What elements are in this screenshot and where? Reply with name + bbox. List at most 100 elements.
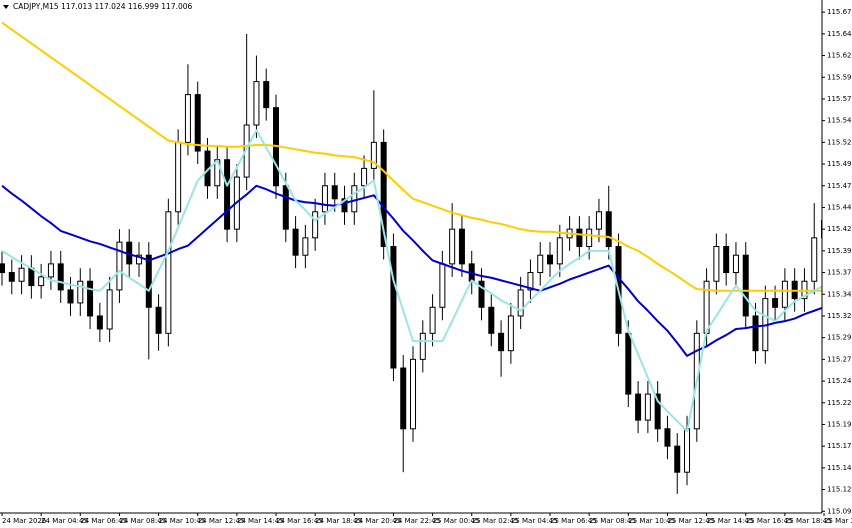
candle-body [498, 332, 505, 352]
candle-body [781, 280, 788, 308]
candle-body [390, 246, 397, 369]
candle-body [537, 254, 544, 274]
x-tick-label: 25 Mar 18:45 [785, 517, 832, 525]
y-tick-label: 115.445 [827, 203, 852, 211]
candle-body [654, 393, 661, 430]
x-tick-label: 24 Mar 08:45 [119, 517, 166, 525]
candle-body [684, 428, 691, 473]
candle-body [674, 445, 681, 473]
candle-body [47, 263, 54, 278]
y-tick-label: 115.470 [827, 182, 852, 190]
candle-body [644, 393, 651, 421]
candle-body [458, 228, 465, 265]
y-tick-label: 115.420 [827, 225, 852, 233]
y-tick-label: 115.370 [827, 269, 852, 277]
candle-body [302, 237, 309, 256]
candle-body [67, 289, 74, 304]
candle-body [625, 332, 632, 395]
y-tick-label: 115.570 [827, 95, 852, 103]
candle-body [175, 141, 182, 213]
candle-body [586, 228, 593, 248]
x-tick-label: 25 Mar 02:45 [472, 517, 519, 525]
candle-body [312, 211, 319, 239]
y-tick-label: 115.270 [827, 355, 852, 363]
x-tick-label: 25 Mar 08:45 [589, 517, 636, 525]
candle-body [723, 246, 730, 274]
x-tick-label: 25 Mar 14:45 [707, 517, 754, 525]
y-tick-label: 115.295 [827, 334, 852, 342]
candle-body [752, 315, 759, 352]
x-tick-label: 24 Mar 10:45 [159, 517, 206, 525]
y-tick-label: 115.170 [827, 442, 852, 450]
y-tick-label: 115.095 [827, 507, 852, 515]
candle-body [400, 367, 407, 430]
candle-body [155, 306, 162, 334]
x-tick-label: 24 Mar 14:45 [237, 517, 284, 525]
candle-body [116, 241, 123, 291]
y-tick-label: 115.495 [827, 160, 852, 168]
y-tick-label: 115.195 [827, 420, 852, 428]
candle-body [321, 185, 328, 213]
x-tick-label: 25 Mar 16:45 [746, 517, 793, 525]
x-tick-label: 24 Mar 16:45 [276, 517, 323, 525]
x-tick-label: 25 Mar 04:45 [511, 517, 558, 525]
moving-average-line [1, 21, 822, 292]
candle-body [507, 315, 514, 352]
candle-body [87, 280, 94, 317]
y-tick-label: 115.220 [827, 399, 852, 407]
moving-average-line [1, 184, 822, 357]
y-tick-label: 115.320 [827, 312, 852, 320]
candle-body [478, 280, 485, 308]
candle-body [341, 198, 348, 213]
y-tick-label: 115.520 [827, 138, 852, 146]
candle-body [136, 254, 143, 265]
y-tick-label: 115.120 [827, 486, 852, 494]
candle-body [331, 185, 338, 200]
chart-header: CADJPY,M15 117.013 117.024 116.999 117.0… [13, 2, 193, 11]
candle-body [811, 237, 818, 282]
candle-body [361, 167, 368, 187]
y-tick-label: 115.670 [827, 8, 852, 16]
x-tick-label: 25 Mar 12:45 [667, 517, 714, 525]
candle-body [224, 159, 231, 230]
candle-body [547, 254, 554, 265]
candle-body [605, 211, 612, 248]
candle-body [194, 94, 201, 152]
candle-body [595, 211, 602, 230]
candle-body [243, 124, 250, 178]
candle-body [429, 306, 436, 334]
candle-body [38, 276, 45, 287]
candle-body [282, 185, 289, 230]
candle-body [419, 332, 426, 360]
candle-body [380, 141, 387, 248]
candle-body [439, 263, 446, 308]
candle-body [351, 185, 358, 213]
y-tick-label: 115.245 [827, 377, 852, 385]
candle-body [410, 358, 417, 430]
candle-body [635, 393, 642, 421]
candle-body [106, 289, 113, 330]
candle-body [0, 263, 5, 274]
candle-body [370, 141, 377, 169]
candle-body [576, 228, 583, 248]
plot-area [0, 21, 822, 494]
y-tick-label: 115.145 [827, 464, 852, 472]
menu-icon[interactable] [3, 5, 9, 9]
x-tick-label: 25 Mar 00:45 [433, 517, 480, 525]
x-tick-label: 24 Mar 12:45 [198, 517, 245, 525]
candle-body [263, 81, 270, 109]
x-tick-label: 25 Mar 10:45 [628, 517, 675, 525]
x-tick-label: 24 Mar 06:45 [80, 517, 127, 525]
candle-body [77, 280, 84, 304]
y-tick-label: 115.620 [827, 52, 852, 60]
moving-average-line [1, 129, 822, 433]
y-tick-label: 115.645 [827, 30, 852, 38]
candle-body [292, 228, 299, 256]
candle-body [742, 254, 749, 317]
y-tick-label: 115.395 [827, 247, 852, 255]
x-tick-label: 24 Mar 18:45 [315, 517, 362, 525]
candle-body [28, 267, 35, 287]
y-tick-label: 115.595 [827, 73, 852, 81]
